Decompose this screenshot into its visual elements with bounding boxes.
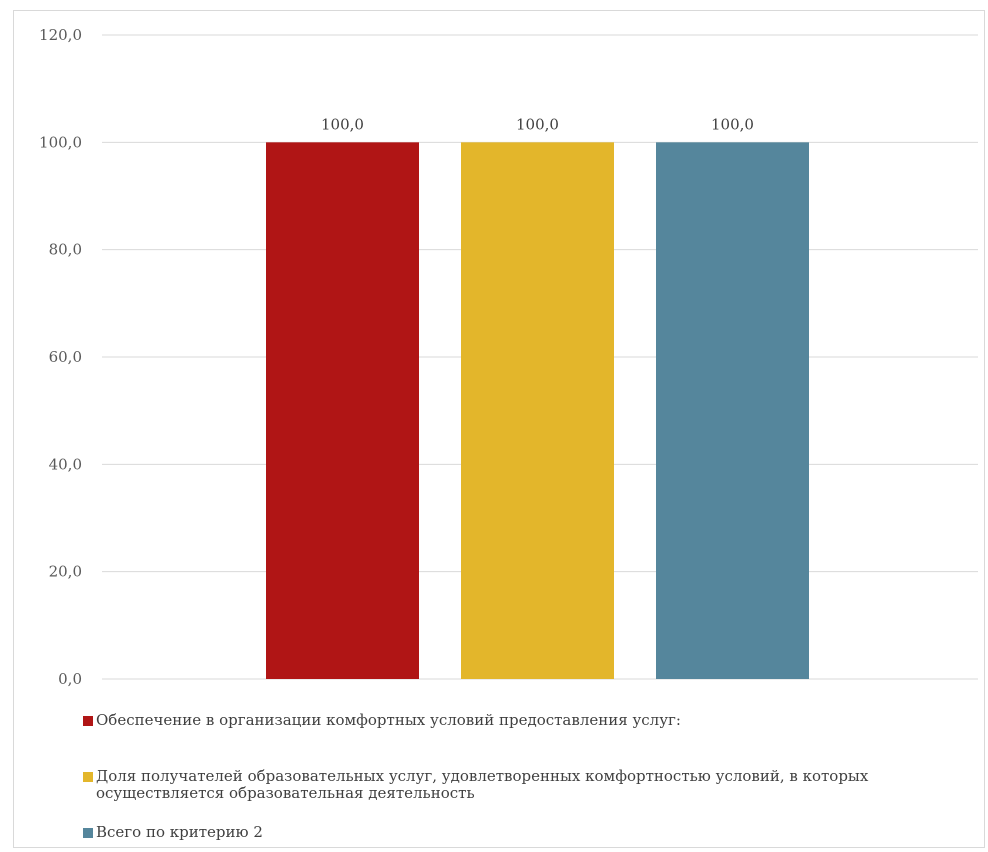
legend-item-comfort-conditions: Обеспечение в организации комфортных усл… <box>83 712 681 729</box>
legend-item-total-criterion-2: Всего по критерию 2 <box>83 824 263 841</box>
y-tick-label: 60,0 <box>49 348 82 366</box>
legend-swatch-red <box>83 716 93 726</box>
data-labels: 100,0 100,0 100,0 <box>321 115 754 133</box>
legend-label: Обеспечение в организации комфортных усл… <box>96 711 681 729</box>
data-label: 100,0 <box>516 115 559 133</box>
y-tick-label: 100,0 <box>39 133 82 151</box>
y-tick-label: 120,0 <box>39 26 82 44</box>
data-label: 100,0 <box>711 115 754 133</box>
legend-item-satisfied-share: Доля получателей образовательных услуг, … <box>83 768 976 802</box>
y-tick-label: 80,0 <box>49 241 82 259</box>
legend-label: Всего по критерию 2 <box>96 823 263 841</box>
bar <box>266 142 419 680</box>
bar <box>461 142 614 680</box>
legend-swatch-yellow <box>83 772 93 782</box>
y-axis: 0,0 20,0 40,0 60,0 80,0 100,0 120,0 <box>39 26 82 688</box>
legend-label: Доля получателей образовательных услуг, … <box>96 767 869 802</box>
legend-swatch-blue <box>83 828 93 838</box>
bars <box>266 142 809 680</box>
y-tick-label: 40,0 <box>49 455 82 473</box>
bar <box>656 142 809 680</box>
y-tick-label: 0,0 <box>58 670 82 688</box>
y-tick-label: 20,0 <box>49 563 82 581</box>
data-label: 100,0 <box>321 115 364 133</box>
